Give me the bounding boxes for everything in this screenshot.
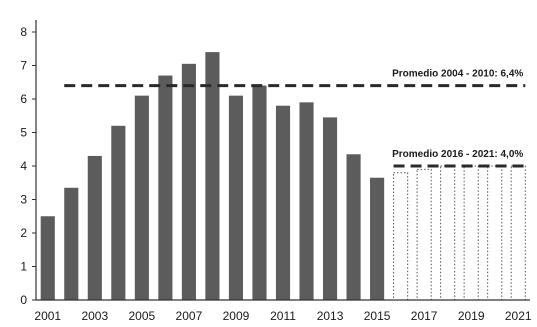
- bar-2009: [228, 95, 244, 301]
- x-tick-label-2021: 2021: [505, 309, 532, 323]
- x-tick-label-2007: 2007: [176, 309, 203, 323]
- x-tick-label-2011: 2011: [270, 309, 296, 323]
- y-tick-label-2: 2: [20, 226, 27, 240]
- bar-2006: [158, 75, 173, 300]
- bars: [40, 52, 526, 301]
- x-tick-label-2003: 2003: [81, 309, 108, 323]
- bar-2013: [322, 117, 338, 300]
- bar-2001: [40, 216, 55, 300]
- bar-2014: [346, 154, 361, 300]
- bar-2015: [370, 177, 385, 300]
- x-tick-label-2013: 2013: [317, 309, 344, 323]
- average-label-2016-2021: Promedio 2016 - 2021: 4,0%: [392, 149, 523, 160]
- y-tick-label-7: 7: [20, 59, 27, 73]
- x-tick-label-2019: 2019: [458, 309, 485, 323]
- y-tick-label-8: 8: [20, 25, 27, 39]
- bar-2003: [87, 155, 102, 300]
- projected-bar-2020: [487, 165, 503, 301]
- projected-bar-2018: [440, 165, 456, 301]
- y-tick-label-3: 3: [20, 193, 27, 207]
- bar-2002: [64, 187, 79, 300]
- bar-2007: [181, 63, 196, 300]
- y-tick-label-6: 6: [20, 92, 27, 106]
- y-axis-ticks: 0 1 2 3 4 5 6 7 8: [20, 25, 36, 307]
- y-tick-label-4: 4: [20, 159, 27, 173]
- y-tick-label-1: 1: [20, 260, 27, 274]
- x-axis-ticks: 2001 2003 2005 2007 2009 2011 2013 2015 2017 2019…: [34, 309, 532, 323]
- x-tick-label-2017: 2017: [411, 309, 438, 323]
- bar-2008: [205, 52, 220, 300]
- projected-bar-2016: [393, 172, 409, 301]
- y-tick-label-0: 0: [20, 293, 27, 307]
- average-label-2004-2010: Promedio 2004 - 2010: 6,4%: [392, 69, 523, 80]
- bar-2012: [299, 102, 314, 300]
- y-tick-label-5: 5: [20, 126, 27, 140]
- x-tick-label-2009: 2009: [223, 309, 250, 323]
- bar-2004: [111, 125, 126, 300]
- x-tick-label-2005: 2005: [129, 309, 156, 323]
- x-tick-label-2001: 2001: [34, 309, 61, 323]
- projected-bar-2017: [416, 168, 432, 301]
- x-tick-label-2015: 2015: [364, 309, 391, 323]
- projected-bar-2019: [463, 165, 479, 301]
- projected-bar-2021: [510, 165, 526, 301]
- bar-2010: [252, 85, 267, 300]
- bar-2005: [134, 95, 149, 301]
- annotation-layer: Promedio 2004 - 2010: 6,4% Promedio 2016…: [64, 69, 526, 168]
- bar-2011: [275, 105, 291, 300]
